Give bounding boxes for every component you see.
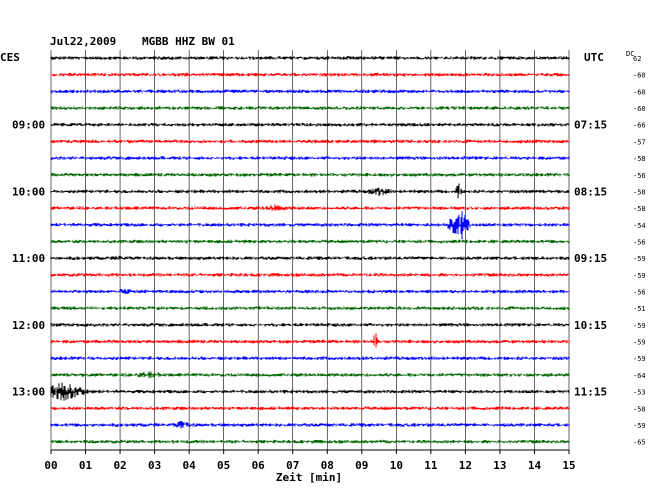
dc-offset-5: -57	[633, 138, 646, 146]
hour-label-local-0: 09:00	[12, 119, 45, 132]
x-tick-label-0: 00	[44, 459, 57, 472]
trace-9	[50, 204, 570, 211]
trace-2	[50, 89, 570, 94]
trace-18	[50, 356, 570, 360]
trace-group	[50, 56, 570, 444]
hour-label-local-2: 11:00	[12, 252, 45, 265]
trace-6	[50, 156, 570, 160]
trace-23	[50, 439, 570, 444]
x-tick-label-3: 03	[148, 459, 161, 472]
hour-label-local-1: 10:00	[12, 185, 45, 198]
hour-label-local-4: 13:00	[12, 386, 45, 399]
x-tick-label-4: 04	[183, 459, 197, 472]
hour-label-local-3: 12:00	[12, 319, 45, 332]
x-tick-label-2: 02	[113, 459, 126, 472]
trace-8	[50, 183, 570, 199]
x-tick-label-12: 12	[459, 459, 472, 472]
dc-offset-7: -56	[633, 172, 646, 180]
dc-offset-13: -59	[633, 272, 646, 280]
dc-offset-10: -54	[633, 222, 646, 230]
x-tick-label-8: 08	[321, 459, 334, 472]
hour-label-utc-1: 08:15	[574, 185, 607, 198]
hour-labels: 09:00 07:15 10:00 08:15 11:00 09:15 12:00 10:15…	[12, 119, 607, 399]
trace-0	[50, 56, 570, 60]
dc-offset-0: 62	[633, 55, 641, 63]
x-tick-label-11: 11	[424, 459, 438, 472]
header-station: MGBB HHZ BW 01	[142, 35, 235, 48]
minute-grid	[50, 50, 570, 451]
trace-4	[50, 122, 570, 127]
dc-offset-21: -58	[633, 405, 646, 413]
x-tick-label-1: 01	[79, 459, 93, 472]
trace-14	[50, 288, 570, 294]
trace-1	[50, 72, 570, 77]
trace-16	[50, 323, 570, 327]
dc-offset-17: -59	[633, 339, 646, 347]
dc-offset-22: -59	[633, 422, 646, 430]
dc-offset-9: -58	[633, 205, 646, 213]
x-tick-label-7: 07	[286, 459, 299, 472]
x-tick-label-5: 05	[217, 459, 230, 472]
trace-11	[50, 239, 570, 244]
hour-label-utc-0: 07:15	[574, 119, 607, 132]
dc-offset-14: -56	[633, 289, 646, 297]
dc-offset-23: -65	[633, 439, 646, 447]
trace-19	[50, 371, 570, 379]
x-axis-ticks: 00 01 02 03 04 05 06 07 08 09 10 11 12 13 14 15	[44, 450, 576, 472]
x-tick-label-6: 06	[252, 459, 266, 472]
trace-3	[50, 106, 570, 110]
x-tick-label-13: 13	[493, 459, 506, 472]
hour-label-utc-3: 10:15	[574, 319, 607, 332]
timezone-utc-label: UTC	[584, 51, 604, 64]
trace-20	[50, 382, 570, 401]
dc-offset-11: -56	[633, 238, 646, 246]
trace-13	[50, 273, 570, 277]
trace-22	[50, 421, 570, 429]
dc-offset-19: -64	[633, 372, 646, 380]
x-tick-label-10: 10	[390, 459, 403, 472]
timezone-local-label: CES	[0, 51, 20, 64]
x-tick-label-15: 15	[562, 459, 575, 472]
dc-offset-12: -59	[633, 255, 646, 263]
header-date: Jul22,2009	[50, 35, 116, 48]
trace-10	[50, 211, 570, 240]
dc-offset-6: -58	[633, 155, 646, 163]
dc-offset-16: -59	[633, 322, 646, 330]
trace-5	[50, 139, 570, 144]
x-tick-label-9: 09	[355, 459, 368, 472]
dc-offset-4: -66	[633, 122, 646, 130]
x-tick-label-14: 14	[528, 459, 542, 472]
dc-offset-8: -58	[633, 188, 646, 196]
dc-offset-2: -60	[633, 88, 646, 96]
dc-offset-3: -60	[633, 105, 646, 113]
dc-offset-18: -59	[633, 355, 646, 363]
trace-21	[50, 406, 570, 411]
dc-offset-1: -60	[633, 72, 646, 80]
trace-17	[50, 333, 570, 348]
dc-header-label: DC	[626, 50, 634, 58]
hour-label-utc-4: 11:15	[574, 386, 607, 399]
trace-12	[50, 255, 570, 261]
dc-offset-15: -51	[633, 305, 646, 313]
x-axis-label: Zeit [min]	[276, 471, 342, 484]
dc-offset-labels: 62 -60 -60 -60 -66 -57 -58 -56 -58 -58 -54 -56 -59 -5…	[633, 55, 646, 447]
trace-15	[50, 306, 570, 310]
hour-label-utc-2: 09:15	[574, 252, 607, 265]
trace-7	[50, 173, 570, 177]
dc-offset-20: -53	[633, 389, 646, 397]
